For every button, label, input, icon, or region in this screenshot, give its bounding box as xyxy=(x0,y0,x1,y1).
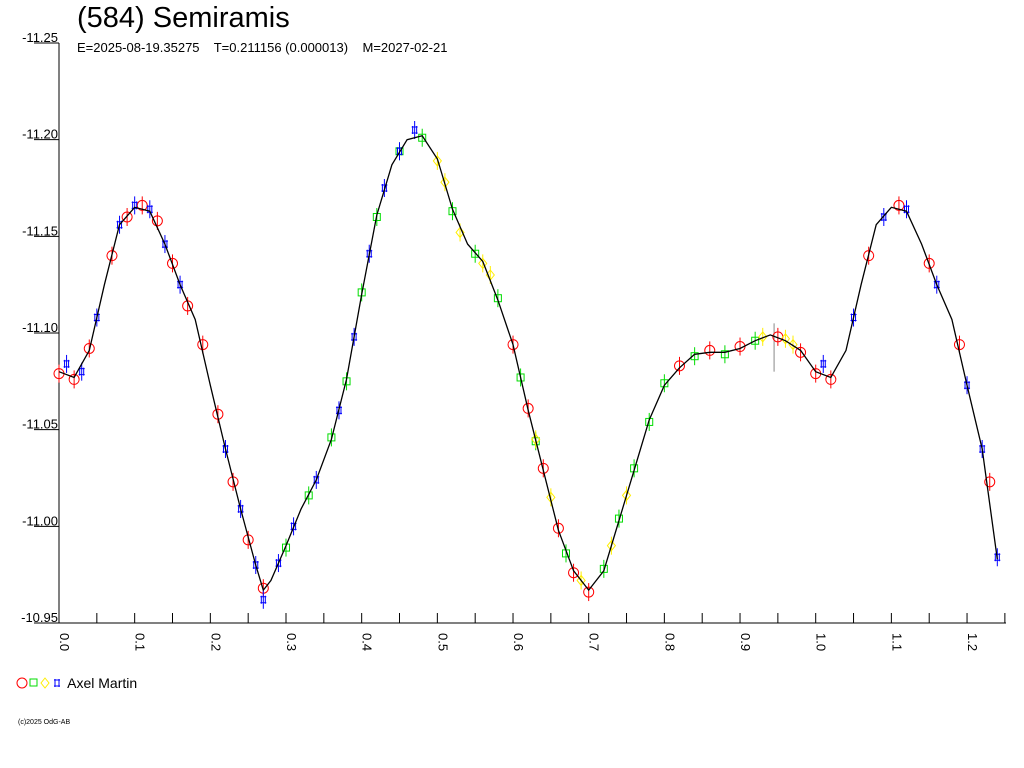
y-tick-label: -11.20 xyxy=(22,127,58,142)
blue-star-point xyxy=(880,213,887,221)
red-circle-point xyxy=(167,257,179,269)
red-circle-point xyxy=(795,346,807,358)
blue-star-point xyxy=(933,280,940,289)
yellow-diamond-point xyxy=(621,489,632,502)
yellow-diamond-point xyxy=(780,332,791,345)
red-circle-point xyxy=(68,373,80,385)
blue-star-point xyxy=(116,220,123,229)
yellow-diamond-point xyxy=(531,433,541,446)
x-tick-label: 0.6 xyxy=(511,633,526,651)
green-square-point xyxy=(304,491,313,500)
red-circle-point xyxy=(893,199,905,211)
red-circle-point xyxy=(522,402,534,414)
blue-star-point xyxy=(411,126,418,134)
blue-star-point xyxy=(78,367,85,376)
red-circle-point xyxy=(568,567,580,579)
x-tick-label: 0.8 xyxy=(662,633,677,651)
green-square-point xyxy=(471,249,480,258)
x-tick-label: 0.7 xyxy=(587,633,602,651)
y-tick-label: -11.05 xyxy=(22,417,58,432)
legend-observer: Axel Martin xyxy=(67,675,138,691)
green-square-point xyxy=(599,564,608,573)
red-circle-point xyxy=(673,360,685,372)
blue-star-point xyxy=(237,504,244,513)
y-tick-label: -11.15 xyxy=(22,223,58,238)
x-tick-label: 1.0 xyxy=(814,633,829,651)
red-circle-point xyxy=(552,522,564,534)
red-circle-point xyxy=(984,476,996,488)
blue-star-point xyxy=(63,359,70,368)
blue-star-point xyxy=(260,595,267,604)
red-circle-point xyxy=(583,586,595,598)
x-tick-label: 0.5 xyxy=(435,633,450,651)
x-tick-label: 0.2 xyxy=(208,633,223,651)
blue-star-point xyxy=(850,313,857,322)
yellow-diamond-point xyxy=(455,226,465,239)
x-tick-label: 0.3 xyxy=(284,633,299,651)
blue-star-point xyxy=(396,147,403,156)
green-square-point xyxy=(418,133,427,142)
legend-symbols-icon xyxy=(16,677,60,689)
yellow-diamond-point xyxy=(788,338,798,351)
blue-star-point xyxy=(93,313,100,322)
fit-curve xyxy=(58,135,998,592)
yellow-diamond-point xyxy=(576,574,586,587)
blue-star-point xyxy=(964,381,971,390)
green-square-point xyxy=(690,352,699,361)
chart-title: (584) Semiramis xyxy=(77,2,290,34)
x-tick-label: 0.4 xyxy=(360,633,375,651)
yellow-diamond-point xyxy=(758,331,768,343)
yellow-diamond-point xyxy=(606,539,617,552)
y-tick-label: -11.10 xyxy=(22,320,58,335)
blue-star-point xyxy=(131,201,138,210)
yellow-diamond-point xyxy=(432,155,442,167)
y-tick-label: -11.25 xyxy=(22,30,58,45)
blue-star-point xyxy=(161,240,168,249)
x-tick-label: 0.9 xyxy=(738,633,753,651)
x-tick-label: 1.2 xyxy=(965,633,980,651)
y-tick-label: -11.00 xyxy=(22,513,58,528)
yellow-diamond-point xyxy=(478,257,488,270)
blue-star-point xyxy=(222,445,229,453)
blue-star-point xyxy=(275,559,282,568)
red-circle-point xyxy=(136,199,148,211)
red-circle-point xyxy=(106,250,118,262)
red-circle-point xyxy=(825,373,837,385)
green-square-point xyxy=(751,336,760,345)
y-tick-label: -10.95 xyxy=(21,610,58,625)
red-circle-point xyxy=(923,257,935,269)
copyright: (c)2025 OdG-AB xyxy=(18,719,71,726)
x-tick-label: 0.1 xyxy=(133,633,148,651)
x-tick-label: 1.1 xyxy=(889,633,904,651)
red-circle-point xyxy=(537,462,549,474)
blue-star-point xyxy=(290,522,297,531)
yellow-diamond-point xyxy=(440,176,450,189)
red-circle-point xyxy=(83,342,95,354)
red-circle-point xyxy=(863,250,875,262)
x-tick-label: 0.0 xyxy=(57,633,72,651)
blue-star-point xyxy=(820,359,827,368)
blue-star-point xyxy=(252,561,259,569)
red-circle-point xyxy=(121,211,133,223)
blue-star-point xyxy=(177,280,184,289)
green-square-point xyxy=(720,350,729,359)
legend: Axel Martin xyxy=(16,674,137,691)
red-circle-point xyxy=(151,215,163,227)
red-circle-point xyxy=(704,344,716,356)
chart-subtitle: E=2025-08-19.35275 T=0.211156 (0.000013)… xyxy=(77,40,448,55)
red-circle-point xyxy=(507,339,519,351)
blue-star-point xyxy=(313,475,320,484)
green-square-point xyxy=(516,373,525,382)
blue-star-point xyxy=(994,553,1001,562)
